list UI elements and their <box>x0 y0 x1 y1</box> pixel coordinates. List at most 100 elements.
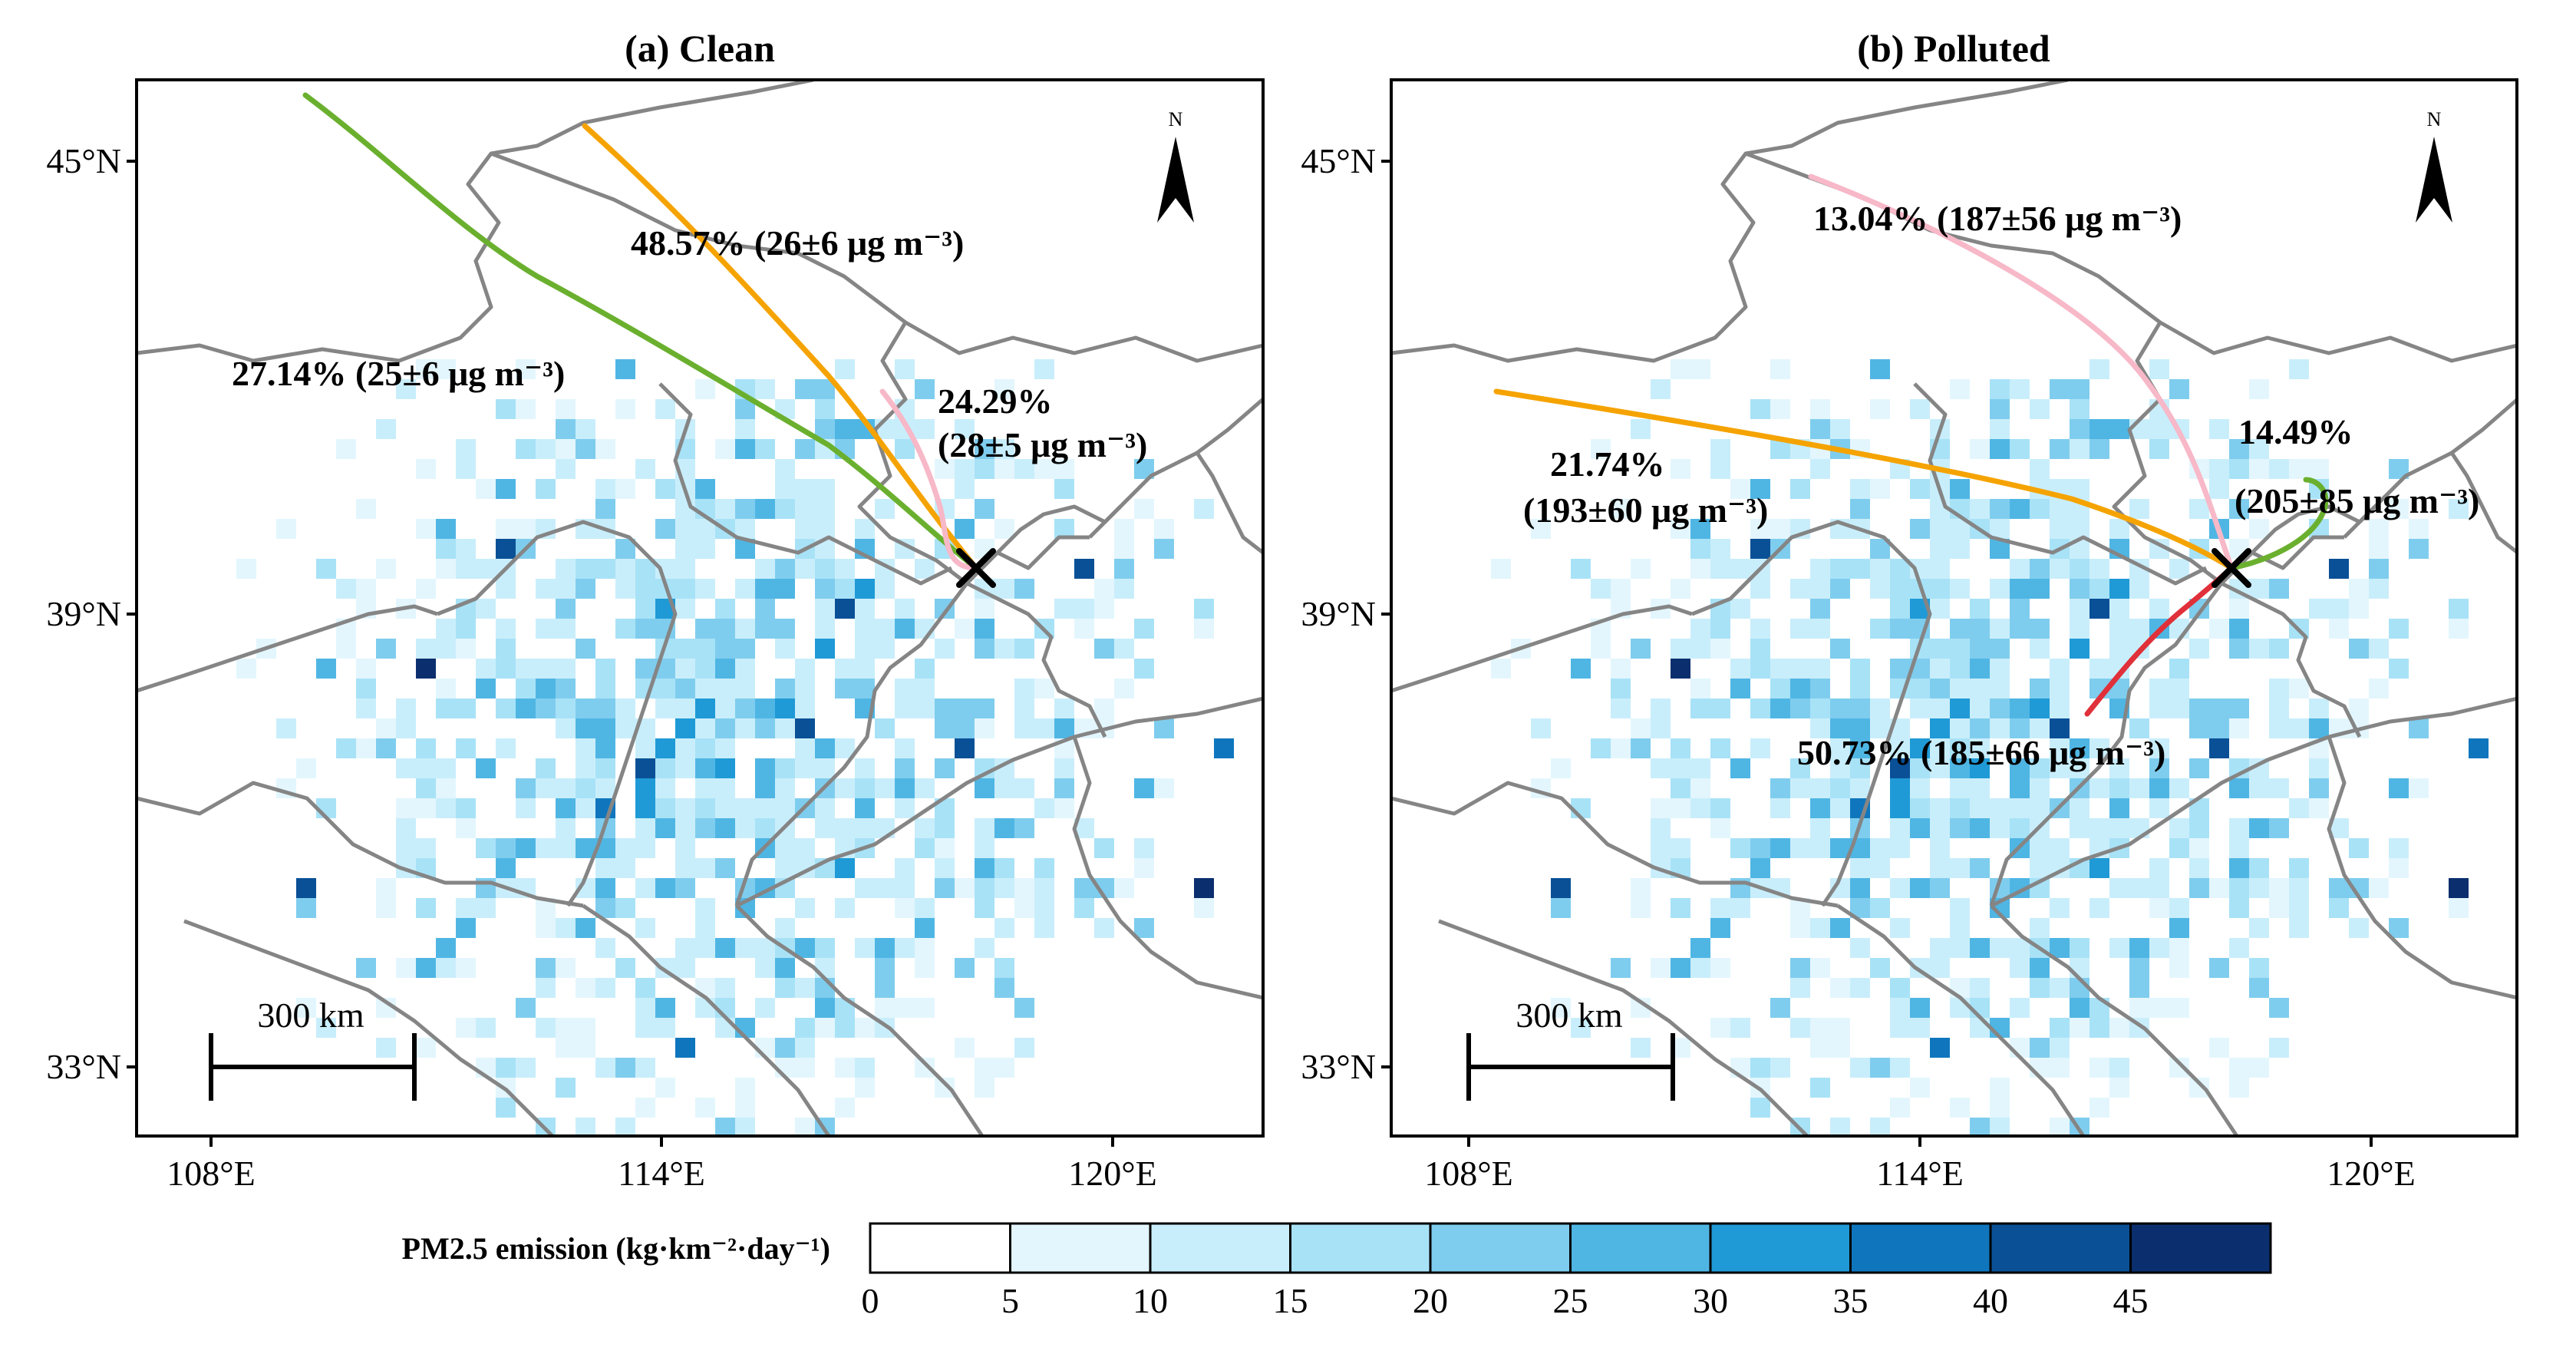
emission-cell <box>775 499 795 519</box>
emission-cell <box>1014 579 1034 599</box>
emission-cell <box>1750 479 1770 499</box>
emission-cell <box>994 439 1014 459</box>
panel-polluted: (b) Polluted <box>1301 27 2518 1193</box>
emission-cell <box>1810 659 1830 679</box>
emission-cell <box>2229 439 2249 459</box>
emission-cell <box>436 778 456 798</box>
emission-cell <box>1990 579 2010 599</box>
emission-cell <box>915 659 935 679</box>
emission-cell <box>1194 878 1214 898</box>
emission-cell <box>615 718 635 738</box>
emission-cell <box>2249 918 2269 938</box>
emission-cell <box>2030 718 2050 738</box>
emission-cell <box>655 798 675 818</box>
emission-cell <box>2070 958 2089 978</box>
emission-cell <box>2050 519 2070 539</box>
emission-cell <box>655 738 675 758</box>
emission-cell <box>1830 1018 1850 1038</box>
emission-cell <box>1034 898 1054 918</box>
emission-cell <box>955 958 975 978</box>
emission-cell <box>895 599 915 619</box>
emission-cell <box>1850 758 1870 778</box>
emission-cell <box>1930 958 1950 978</box>
emission-cell <box>2050 718 2070 738</box>
emission-cell <box>516 399 536 419</box>
emission-cell <box>2050 938 2070 958</box>
emission-cell <box>556 459 576 479</box>
emission-cell <box>815 619 835 639</box>
emission-cell <box>2010 499 2030 519</box>
emission-cell <box>1950 798 1970 818</box>
emission-cell <box>755 698 775 718</box>
emission-cell <box>815 818 835 838</box>
emission-cell <box>955 698 975 718</box>
emission-cell <box>1930 738 1950 758</box>
emission-cell <box>1770 778 1790 798</box>
emission-cell <box>2449 499 2469 519</box>
emission-cell <box>1970 818 1990 838</box>
emission-cell <box>635 579 655 599</box>
emission-cell <box>2109 778 2129 798</box>
emission-cell <box>655 679 675 698</box>
emission-cell <box>1970 718 1990 738</box>
colorbar-ticks: 0 5 10 15 20 25 30 35 40 45 <box>862 1281 2149 1320</box>
emission-cell <box>2149 698 2169 718</box>
emission-cell <box>1491 559 1511 579</box>
emission-cell <box>2329 878 2349 898</box>
emission-cell <box>456 898 476 918</box>
emission-cell <box>536 479 556 499</box>
emission-cell <box>695 998 715 1018</box>
emission-cell <box>755 798 775 818</box>
emission-cell <box>955 519 975 539</box>
emission-cell <box>2249 858 2269 878</box>
emission-cell <box>536 619 556 639</box>
emission-cell <box>815 958 835 978</box>
emission-cell <box>635 459 655 479</box>
emission-cell <box>715 778 735 798</box>
emission-cell <box>1990 1078 2010 1098</box>
emission-cell <box>895 878 915 898</box>
emission-cell <box>1551 758 1571 778</box>
emission-cell <box>1034 459 1054 479</box>
emission-cell <box>416 1038 436 1058</box>
emission-cell <box>2010 698 2030 718</box>
colorbar-tick-label: 15 <box>1273 1281 1308 1320</box>
emission-cell <box>576 738 595 758</box>
emission-cell <box>2030 399 2050 419</box>
emission-cell <box>1054 798 1074 818</box>
emission-cell <box>1830 918 1850 938</box>
emission-cell <box>1571 659 1591 679</box>
emission-cell <box>1710 958 1730 978</box>
emission-cell <box>296 898 316 918</box>
emission-cell <box>1910 399 1930 419</box>
emission-cell <box>2050 499 2070 519</box>
emission-cell <box>1930 858 1950 878</box>
emission-cell <box>1990 938 2010 958</box>
emission-cell <box>1850 978 1870 998</box>
emission-cell <box>2169 379 2189 399</box>
emission-cell <box>1770 838 1790 858</box>
emission-cell <box>975 718 994 738</box>
emission-cell <box>835 359 855 379</box>
emission-cell <box>376 559 396 579</box>
emission-cell <box>755 958 775 978</box>
emission-cell <box>496 639 516 659</box>
emission-cell <box>1910 778 1930 798</box>
emission-cell <box>2349 599 2369 619</box>
emission-cell <box>975 838 994 858</box>
emission-cell <box>595 978 615 998</box>
emission-cell <box>496 479 516 499</box>
emission-cell <box>1571 559 1591 579</box>
emission-cell <box>755 758 775 778</box>
emission-cell <box>915 938 935 958</box>
emission-cell <box>276 519 296 539</box>
emission-cell <box>1850 858 1870 878</box>
emission-cell <box>2249 579 2269 599</box>
emission-cell <box>2309 599 2329 619</box>
emission-cell <box>1671 838 1690 858</box>
emission-cell <box>2129 619 2149 639</box>
emission-cell <box>695 818 715 838</box>
emission-cell <box>2229 898 2249 918</box>
emission-cell <box>1790 958 1810 978</box>
colorbar-tick-label: 35 <box>1833 1281 1869 1320</box>
